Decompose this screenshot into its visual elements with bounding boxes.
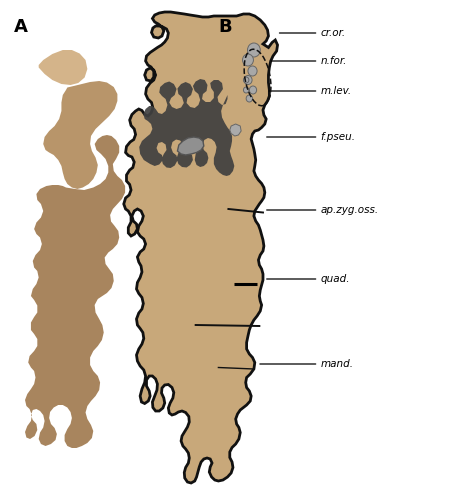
- Text: cr.or.: cr.or.: [320, 28, 345, 38]
- Text: ap.zyg.oss.: ap.zyg.oss.: [320, 205, 379, 215]
- Text: quad.: quad.: [320, 274, 350, 284]
- Text: n.for.: n.for.: [320, 56, 347, 66]
- Text: A: A: [14, 18, 27, 36]
- Circle shape: [243, 54, 253, 66]
- Text: mand.: mand.: [320, 359, 354, 369]
- Polygon shape: [39, 50, 87, 85]
- Polygon shape: [139, 79, 234, 176]
- Text: m.lev.: m.lev.: [320, 86, 351, 96]
- Polygon shape: [25, 135, 125, 448]
- Circle shape: [244, 76, 252, 84]
- Polygon shape: [43, 81, 117, 189]
- Circle shape: [248, 43, 260, 57]
- Polygon shape: [124, 12, 278, 483]
- Text: f.pseu.: f.pseu.: [320, 132, 355, 142]
- Circle shape: [246, 95, 253, 102]
- Circle shape: [243, 87, 249, 93]
- Polygon shape: [230, 124, 241, 136]
- Text: B: B: [218, 18, 232, 36]
- Circle shape: [243, 77, 249, 83]
- Circle shape: [249, 86, 257, 94]
- Polygon shape: [177, 137, 204, 155]
- Circle shape: [248, 66, 257, 76]
